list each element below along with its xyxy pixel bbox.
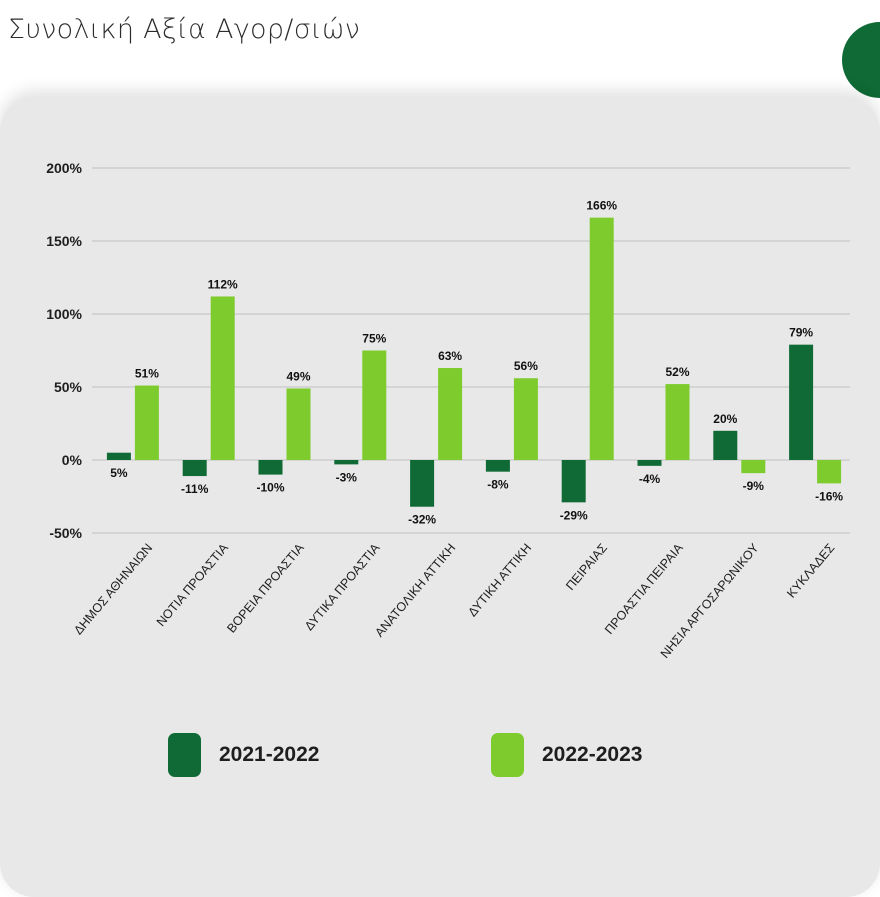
bar-2021-2022 xyxy=(485,460,510,472)
x-tick-label: ΔΥΤΙΚΑ ΠΡΟΑΣΤΙΑ xyxy=(302,540,383,633)
data-label: 52% xyxy=(665,365,689,379)
legend-item-2022-2023: 2022-2023 xyxy=(491,732,642,778)
legend-swatch-2021-2022 xyxy=(168,733,201,777)
data-label: 79% xyxy=(789,326,813,340)
bar-2022-2023 xyxy=(589,217,614,460)
bar-2022-2023 xyxy=(513,378,538,460)
bar-2022-2023 xyxy=(665,384,690,460)
x-tick-label: ΔΗΜΟΣ ΑΘΗΝΑΙΩΝ xyxy=(71,541,155,637)
x-tick-label: ΑΝΑΤΟΛΙΚΗ ΑΤΤΙΚΗ xyxy=(372,541,458,640)
data-label: 49% xyxy=(286,369,310,383)
bar-2021-2022 xyxy=(713,430,738,460)
y-tick-label: 0% xyxy=(62,452,83,468)
y-tick-label: 50% xyxy=(54,379,83,395)
data-label: -16% xyxy=(815,489,843,503)
y-tick-label: 100% xyxy=(46,306,82,322)
data-label: -10% xyxy=(256,481,284,495)
data-label: 20% xyxy=(713,412,737,426)
bar-2021-2022 xyxy=(410,460,435,507)
data-label: 75% xyxy=(362,332,386,346)
bar-2021-2022 xyxy=(637,460,662,466)
bar-2022-2023 xyxy=(286,388,311,460)
bar-2022-2023 xyxy=(741,460,766,474)
x-tick-label: ΠΡΟΑΣΤΙΑ ΠΕΙΡΑΙΑ xyxy=(602,540,686,636)
data-label: 56% xyxy=(514,359,538,373)
x-tick-label: ΒΟΡΕΙΑ ΠΡΟΑΣΤΙΑ xyxy=(224,540,307,635)
bar-2022-2023 xyxy=(362,350,387,460)
chart-legend: 2021-2022 2022-2023 xyxy=(0,732,880,782)
data-label: 5% xyxy=(110,466,128,480)
data-label: 112% xyxy=(208,277,238,291)
bar-2021-2022 xyxy=(561,460,586,503)
legend-swatch-2022-2023 xyxy=(491,733,524,777)
data-label: -29% xyxy=(560,508,588,522)
bar-2021-2022 xyxy=(789,344,814,460)
legend-label-2021-2022: 2021-2022 xyxy=(219,743,320,766)
x-tick-label: ΝΟΤΙΑ ΠΡΟΑΣΤΙΑ xyxy=(154,540,232,629)
data-label: -4% xyxy=(639,472,661,486)
data-label: 63% xyxy=(438,349,462,363)
x-tick-label: ΔΥΤΙΚΗ ΑΤΤΙΚΗ xyxy=(465,541,534,619)
data-label: -3% xyxy=(336,470,358,484)
legend-label-2022-2023: 2022-2023 xyxy=(542,743,643,766)
y-tick-label: 200% xyxy=(46,160,82,176)
data-label: 51% xyxy=(135,367,159,381)
bar-2021-2022 xyxy=(334,460,359,465)
bar-chart: 200% 150% 100% 50% 0% -50% 5% 51% ΔΗΜΟΣ ΑΘΗΝΑΙΩΝ… xyxy=(46,160,850,661)
y-tick-label: 150% xyxy=(46,233,82,249)
legend-item-2021-2022: 2021-2022 xyxy=(168,732,319,778)
chart-card xyxy=(0,97,880,897)
bar-2021-2022 xyxy=(106,452,131,460)
data-label: 166% xyxy=(586,199,617,213)
bar-2022-2023 xyxy=(210,296,235,460)
data-label: -11% xyxy=(181,482,209,496)
bar-2022-2023 xyxy=(817,460,842,484)
bar-2022-2023 xyxy=(134,385,159,460)
x-tick-label: ΠΕΙΡΑΙΑΣ xyxy=(563,541,610,593)
data-label: -9% xyxy=(743,479,765,493)
bar-2022-2023 xyxy=(438,368,463,460)
bar-2021-2022 xyxy=(258,460,283,475)
y-tick-label: -50% xyxy=(49,525,82,541)
data-label: -8% xyxy=(487,478,509,492)
bar-2021-2022 xyxy=(182,460,207,477)
data-label: -32% xyxy=(408,513,436,527)
x-tick-label: ΚΥΚΛΑΔΕΣ xyxy=(784,541,837,601)
page-title: Συνολική Αξία Αγορ/σιών xyxy=(8,14,361,45)
